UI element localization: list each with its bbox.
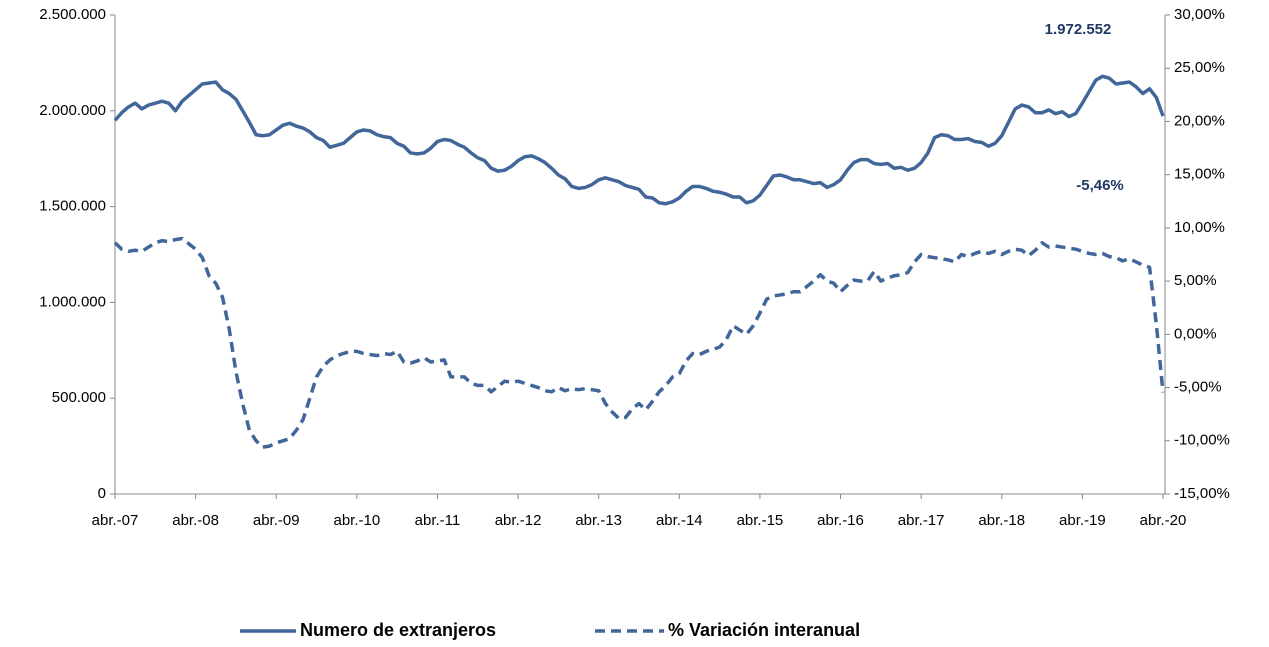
annotation: -5,46% — [1076, 177, 1124, 194]
legend-label: Numero de extranjeros — [300, 620, 496, 640]
x-tick-label: abr.-18 — [978, 512, 1025, 529]
y2-tick-label: 10,00% — [1174, 219, 1225, 236]
x-tick-label: abr.-10 — [333, 512, 380, 529]
y-tick-label: 2.500.000 — [39, 6, 106, 23]
y2-tick-label: -10,00% — [1174, 432, 1230, 449]
x-tick-label: abr.-08 — [172, 512, 219, 529]
x-tick-label: abr.-16 — [817, 512, 864, 529]
y-tick-label: 1.000.000 — [39, 293, 106, 310]
x-tick-label: abr.-07 — [92, 512, 139, 529]
x-tick-label: abr.-17 — [898, 512, 945, 529]
series-line — [113, 74, 1165, 206]
y2-tick-label: 15,00% — [1174, 166, 1225, 183]
x-tick-label: abr.-14 — [656, 512, 703, 529]
y2-tick-label: -5,00% — [1174, 379, 1222, 396]
x-tick-label: abr.-15 — [737, 512, 784, 529]
y2-tick-label: 20,00% — [1174, 112, 1225, 129]
x-tick-label: abr.-13 — [575, 512, 622, 529]
y-tick-label: 1.500.000 — [39, 198, 106, 215]
x-tick-label: abr.-20 — [1140, 512, 1187, 529]
y-tick-label: 0 — [98, 485, 106, 502]
y2-tick-label: 0,00% — [1174, 325, 1217, 342]
y2-tick-label: -15,00% — [1174, 485, 1230, 502]
x-tick-label: abr.-09 — [253, 512, 300, 529]
y-tick-label: 2.000.000 — [39, 102, 106, 119]
annotation: 1.972.552 — [1045, 21, 1112, 38]
series-line — [113, 236, 1165, 449]
y2-tick-label: 5,00% — [1174, 272, 1217, 289]
y-tick-label: 500.000 — [52, 389, 106, 406]
y2-tick-label: 30,00% — [1174, 6, 1225, 23]
legend-label: % Variación interanual — [668, 620, 860, 640]
x-tick-label: abr.-19 — [1059, 512, 1106, 529]
x-tick-label: abr.-12 — [495, 512, 542, 529]
x-tick-label: abr.-11 — [415, 512, 461, 529]
y2-tick-label: 25,00% — [1174, 59, 1225, 76]
